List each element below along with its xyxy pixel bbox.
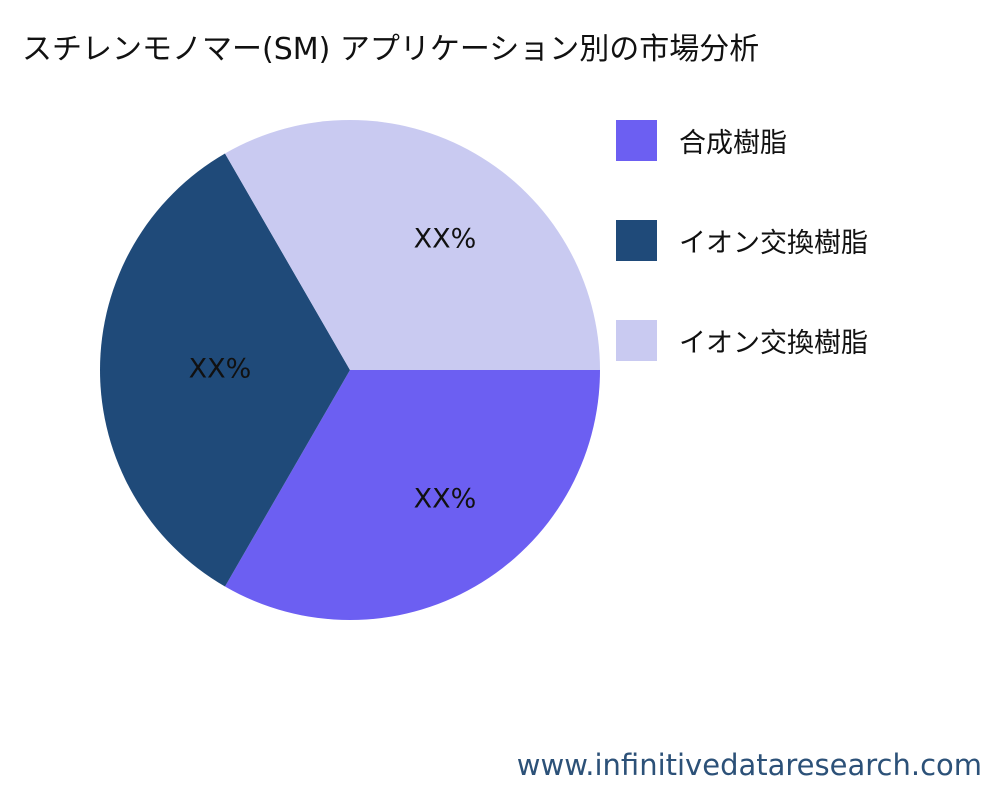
pie-slice [225, 370, 600, 620]
legend-label: イオン交換樹脂 [679, 227, 868, 259]
legend-label: イオン交換樹脂 [679, 327, 868, 359]
legend-label: 合成樹脂 [679, 127, 787, 159]
slice-data-label: XX% [189, 354, 252, 385]
watermark: www.infinitivedataresearch.com [516, 748, 982, 782]
legend-swatch [616, 119, 657, 161]
slice-data-label: XX% [414, 224, 477, 255]
chart-title: スチレンモノマー(SM) アプリケーション別の市場分析 [22, 32, 760, 67]
legend-item: イオン交換樹脂 [616, 219, 868, 261]
legend-swatch [616, 319, 657, 361]
slice-data-label: XX% [414, 483, 477, 514]
pie-slice [225, 119, 600, 370]
legend-item: イオン交換樹脂 [616, 319, 868, 361]
legend-swatch [616, 219, 657, 261]
legend-item: 合成樹脂 [616, 119, 787, 161]
